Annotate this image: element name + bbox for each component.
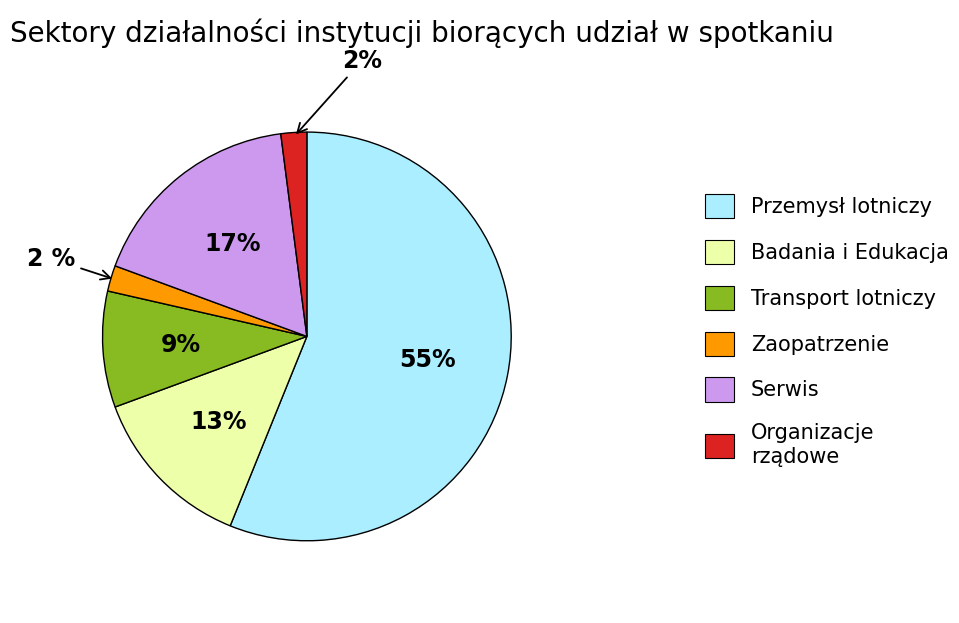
Wedge shape <box>115 134 307 336</box>
Wedge shape <box>281 132 307 336</box>
Wedge shape <box>103 291 307 407</box>
Text: 2 %: 2 % <box>27 247 110 280</box>
Text: 55%: 55% <box>399 348 456 372</box>
Text: 2%: 2% <box>297 49 382 133</box>
Wedge shape <box>107 266 307 336</box>
Text: 9%: 9% <box>160 333 200 356</box>
Wedge shape <box>230 132 511 541</box>
Legend: Przemysł lotniczy, Badania i Edukacja, Transport lotniczy, Zaopatrzenie, Serwis,: Przemysł lotniczy, Badania i Edukacja, T… <box>705 194 948 467</box>
Text: 13%: 13% <box>191 410 247 434</box>
Text: Sektory działalności instytucji biorących udział w spotkaniu: Sektory działalności instytucji biorącyc… <box>10 19 833 48</box>
Text: 17%: 17% <box>204 232 261 256</box>
Wedge shape <box>115 336 307 526</box>
